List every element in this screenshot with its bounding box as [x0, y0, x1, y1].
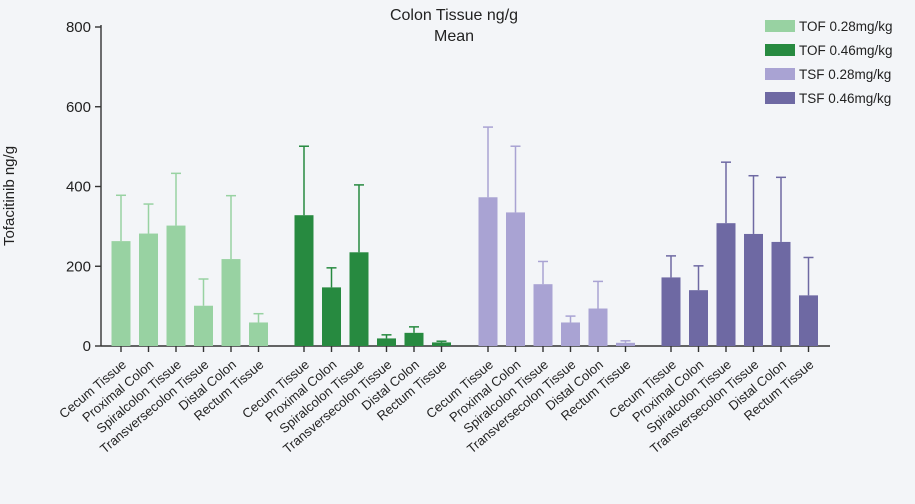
bar [689, 290, 708, 346]
chart-subtitle: Mean [434, 28, 474, 45]
bar [432, 342, 451, 346]
legend-item: TOF 0.46mg/kg [765, 43, 893, 58]
series-2 [294, 145, 451, 346]
legend-item: TSF 0.46mg/kg [765, 91, 891, 106]
legend-label: TOF 0.46mg/kg [799, 43, 893, 58]
legend-swatch [765, 68, 795, 80]
bar [661, 277, 681, 346]
y-tick-label: 200 [66, 258, 91, 275]
bar [716, 223, 736, 346]
bar [322, 287, 341, 346]
bar [506, 212, 525, 346]
legend-item: TSF 0.28mg/kg [765, 67, 891, 82]
legend-label: TOF 0.28mg/kg [799, 19, 893, 34]
bar [349, 252, 369, 346]
y-tick-label: 0 [83, 338, 91, 355]
bar [561, 322, 580, 346]
y-tick-label: 800 [66, 19, 91, 36]
y-tick-label: 600 [66, 99, 91, 116]
chart-title: Colon Tissue ng/g [390, 7, 518, 24]
bars [111, 126, 818, 346]
bar [533, 284, 553, 346]
legend-swatch [765, 44, 795, 56]
legend: TOF 0.28mg/kg TOF 0.46mg/kg TSF 0.28mg/kg T… [765, 19, 893, 106]
legend-swatch [765, 20, 795, 32]
bar [771, 241, 791, 346]
legend-swatch [765, 92, 795, 104]
bar [616, 342, 635, 346]
bar [139, 233, 158, 346]
bar [744, 233, 763, 346]
bar [799, 295, 818, 346]
bar [194, 305, 213, 346]
legend-label: TSF 0.28mg/kg [799, 67, 891, 82]
series-3 [478, 126, 635, 346]
y-axis-label: Tofacitinib ng/g [1, 146, 18, 246]
legend-item: TOF 0.28mg/kg [765, 19, 893, 34]
bar [294, 215, 314, 346]
series-4 [661, 161, 818, 346]
bar [377, 338, 396, 346]
y-tick-label: 400 [66, 179, 91, 196]
bar [249, 322, 268, 346]
y-axis: 0 200 400 600 800 [66, 19, 102, 355]
bar [111, 241, 131, 346]
bar [166, 225, 186, 346]
bar [478, 197, 498, 346]
legend-label: TSF 0.46mg/kg [799, 91, 891, 106]
series-1 [111, 172, 268, 346]
bar [221, 259, 241, 346]
bar [404, 332, 424, 346]
bar [588, 308, 608, 346]
